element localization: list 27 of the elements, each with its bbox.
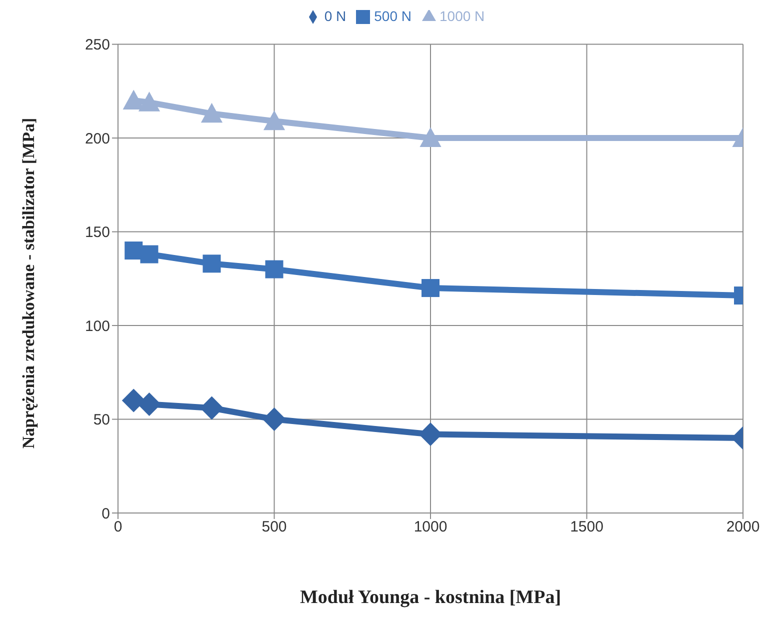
y-tick-label: 0 (102, 505, 110, 522)
x-tick-label: 1500 (570, 518, 604, 536)
y-tick-label: 200 (84, 130, 110, 148)
legend-label: 1000 N (440, 8, 485, 24)
point (124, 242, 143, 260)
x-axis-title: Moduł Younga - kostnina [MPa] (300, 587, 562, 608)
y-tick-label: 150 (84, 224, 110, 242)
x-tick-label: 1000 (414, 518, 448, 536)
y-axis-title: Naprężenia zredukowane - stabilizator [MPa] (19, 118, 38, 449)
point (200, 102, 223, 123)
point (122, 388, 146, 412)
point (138, 392, 161, 416)
legend-label: 500 N (374, 8, 412, 24)
x-tick-label: 2000 (726, 518, 760, 536)
y-tick-label: 100 (84, 318, 110, 335)
point (202, 254, 221, 273)
y-tick-label: 50 (93, 412, 110, 429)
point (263, 110, 286, 130)
point (262, 408, 286, 431)
point (140, 245, 158, 264)
x-tick-label: 500 (262, 518, 287, 536)
point (200, 396, 224, 420)
point (265, 260, 284, 278)
point (138, 92, 160, 112)
legend-label: 0 N (324, 8, 346, 24)
x-tick-label: 0 (114, 518, 122, 536)
y-tick-label: 250 (84, 36, 110, 54)
